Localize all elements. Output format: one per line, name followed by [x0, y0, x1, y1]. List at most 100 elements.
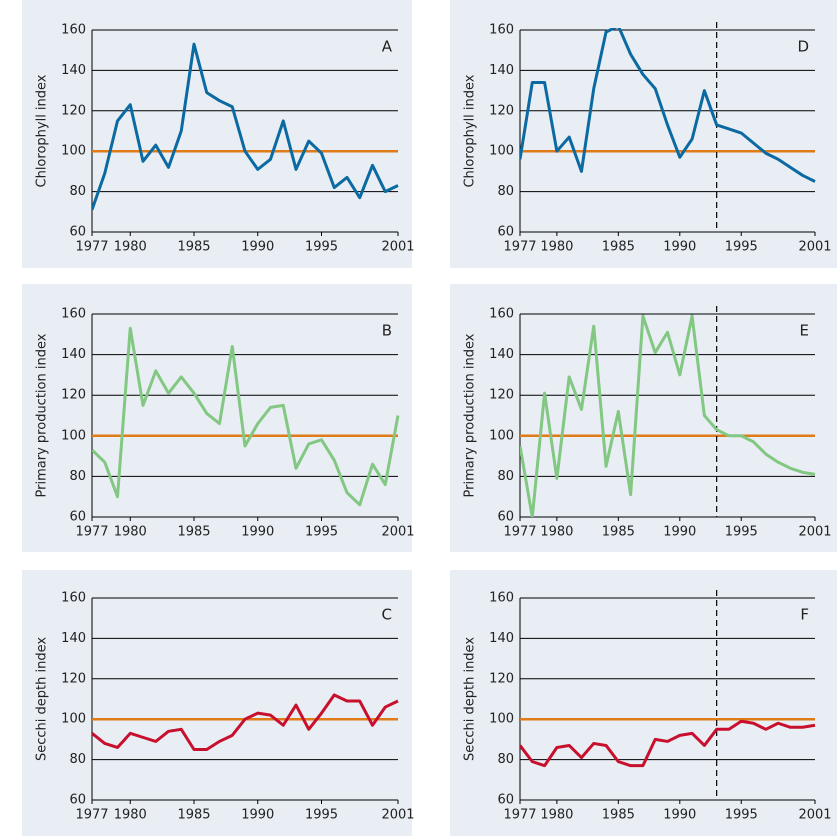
panel-background	[22, 570, 412, 836]
x-tick-label: 1995	[305, 525, 338, 540]
x-tick-label: 1995	[725, 240, 758, 255]
x-tick-label: 1977	[75, 525, 108, 540]
panel-background	[450, 570, 837, 836]
y-tick-label: 60	[69, 510, 86, 525]
y-tick-label: 120	[61, 103, 86, 118]
x-tick-label: 1990	[241, 240, 274, 255]
data-line	[92, 693, 399, 751]
x-tick-label: 1985	[602, 525, 635, 540]
x-tick-label: 1980	[114, 240, 147, 255]
y-tick-label: 60	[497, 225, 514, 240]
x-tick-label: 1990	[663, 240, 696, 255]
x-tick-label: 2001	[381, 525, 414, 540]
data-line	[520, 719, 816, 768]
panel-letter: B	[382, 322, 392, 340]
data-line	[92, 326, 400, 507]
y-tick-label: 160	[489, 307, 514, 322]
y-tick-label: 80	[69, 184, 86, 199]
y-tick-label: 140	[489, 631, 514, 646]
x-tick-label: 1977	[75, 240, 108, 255]
x-tick-label: 1980	[114, 525, 147, 540]
x-tick-label: 1990	[241, 808, 274, 823]
x-tick-label: 1977	[503, 240, 536, 255]
x-tick-label: 1985	[177, 525, 210, 540]
x-tick-label: 1977	[75, 808, 108, 823]
x-tick-label: 1995	[725, 525, 758, 540]
y-axis-label: Chlorophyll index	[463, 74, 478, 187]
y-tick-label: 100	[61, 144, 86, 159]
y-tick-label: 140	[489, 347, 514, 362]
x-tick-label: 1985	[177, 240, 210, 255]
x-tick-label: 2001	[798, 808, 831, 823]
y-tick-label: 140	[61, 63, 86, 78]
x-tick-label: 1995	[725, 808, 758, 823]
y-tick-label: 80	[497, 184, 514, 199]
y-tick-label: 100	[489, 144, 514, 159]
panel-letter: D	[797, 38, 809, 56]
y-tick-label: 60	[497, 510, 514, 525]
y-tick-label: 160	[489, 23, 514, 38]
y-tick-label: 140	[61, 347, 86, 362]
y-tick-label: 100	[489, 428, 514, 443]
y-tick-label: 60	[69, 793, 86, 808]
x-tick-label: 1977	[503, 525, 536, 540]
x-tick-label: 1980	[540, 525, 573, 540]
y-tick-label: 80	[497, 752, 514, 767]
x-tick-label: 2001	[381, 240, 414, 255]
x-tick-label: 1985	[602, 240, 635, 255]
y-tick-label: 120	[489, 388, 514, 403]
y-tick-label: 140	[489, 63, 514, 78]
panel: 60 80 100 120 140 160 1977 1980 1985 1990 1995 2001…	[450, 570, 837, 836]
panel: 60 80 100 120 140 160 1977 1980 1985 1990 1995 2001…	[450, 284, 837, 552]
x-tick-label: 2001	[381, 808, 414, 823]
y-tick-label: 60	[497, 793, 514, 808]
panel: 60 80 100 120 140 160 1977 1980 1985 1990 1995 2001…	[22, 284, 415, 552]
x-tick-label: 1995	[305, 240, 338, 255]
x-tick-label: 1977	[503, 808, 536, 823]
y-tick-label: 120	[489, 671, 514, 686]
panel: 60 80 100 120 140 160 1977 1980 1985 1990 1995 2001…	[22, 570, 415, 836]
y-tick-label: 160	[61, 23, 86, 38]
x-tick-label: 1995	[305, 808, 338, 823]
y-tick-label: 60	[69, 225, 86, 240]
x-tick-label: 1980	[540, 808, 573, 823]
y-axis-label: Primary production index	[463, 333, 478, 497]
panel-background	[22, 0, 412, 268]
y-tick-label: 100	[489, 712, 514, 727]
panel: 60 80 100 120 140 160 1977 1980 1985 1990 1995 2001…	[450, 0, 837, 268]
y-tick-label: 120	[61, 671, 86, 686]
y-tick-label: 100	[61, 712, 86, 727]
x-tick-label: 1985	[602, 808, 635, 823]
y-tick-label: 120	[489, 103, 514, 118]
y-tick-label: 160	[61, 591, 86, 606]
y-tick-label: 80	[69, 469, 86, 484]
x-tick-label: 2001	[798, 525, 831, 540]
y-axis-label: Secchi depth index	[463, 637, 478, 761]
x-tick-label: 1980	[114, 808, 147, 823]
panel: 60 80 100 120 140 160 1977 1980 1985 1990 1995 2001…	[22, 0, 415, 268]
panel-background	[450, 0, 837, 268]
x-tick-label: 1985	[177, 808, 210, 823]
y-axis-label: Chlorophyll index	[35, 74, 50, 187]
data-line	[92, 42, 399, 211]
x-tick-label: 2001	[798, 240, 831, 255]
x-tick-label: 1990	[241, 525, 274, 540]
data-line	[520, 28, 816, 183]
y-axis-label: Primary production index	[35, 333, 50, 497]
panel-background	[22, 284, 412, 552]
y-tick-label: 140	[61, 631, 86, 646]
y-tick-label: 120	[61, 388, 86, 403]
y-tick-label: 160	[489, 591, 514, 606]
x-tick-label: 1990	[663, 808, 696, 823]
x-tick-label: 1980	[540, 240, 573, 255]
y-axis-label: Secchi depth index	[35, 637, 50, 761]
panel-letter: F	[800, 606, 809, 624]
data-line	[520, 314, 816, 517]
panel-letter: A	[382, 38, 393, 56]
panel-letter: E	[800, 322, 809, 340]
y-tick-label: 80	[69, 752, 86, 767]
y-tick-label: 100	[61, 428, 86, 443]
x-tick-label: 1990	[663, 525, 696, 540]
y-tick-label: 80	[497, 469, 514, 484]
